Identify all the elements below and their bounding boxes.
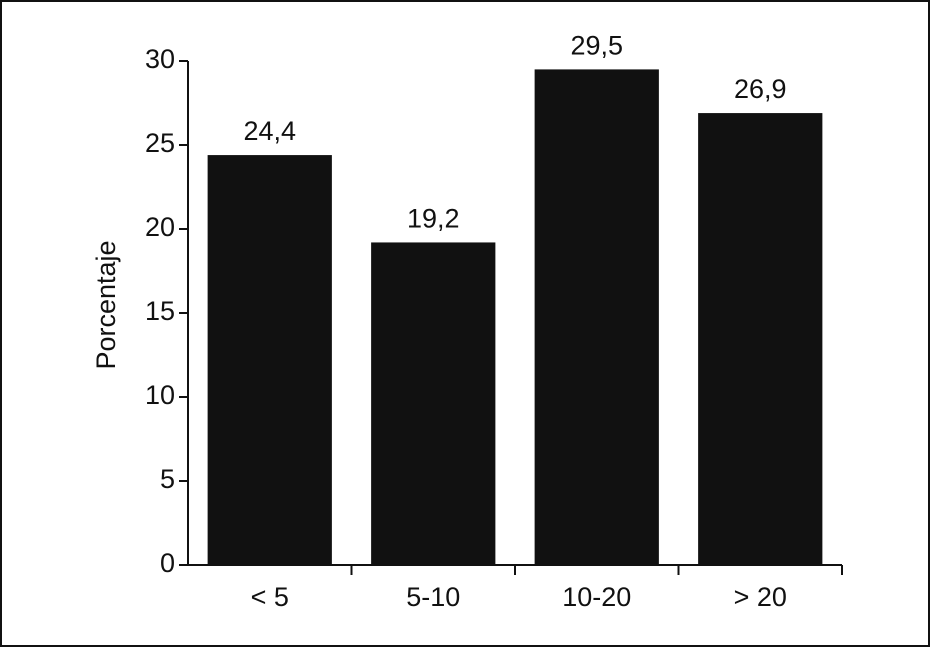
- bar: [371, 242, 496, 565]
- y-tick-label: 0: [160, 548, 175, 578]
- bar: [698, 113, 823, 565]
- y-tick-label: 25: [145, 128, 175, 158]
- bar: [534, 69, 659, 566]
- value-label: 24,4: [243, 116, 296, 146]
- y-tick-label: 20: [145, 212, 175, 242]
- bar: [207, 155, 332, 565]
- y-axis-label: Porcentaje: [91, 240, 121, 369]
- y-tick-label: 15: [145, 296, 175, 326]
- y-tick-label: 30: [145, 44, 175, 74]
- value-label: 26,9: [734, 74, 787, 104]
- y-tick-label: 5: [160, 464, 175, 494]
- x-tick-label: > 20: [734, 582, 787, 612]
- value-label: 19,2: [407, 204, 460, 234]
- x-tick-label: < 5: [251, 582, 289, 612]
- value-label: 29,5: [570, 31, 623, 61]
- x-tick-label: 10-20: [562, 582, 631, 612]
- y-tick-label: 10: [145, 380, 175, 410]
- x-tick-label: 5-10: [406, 582, 460, 612]
